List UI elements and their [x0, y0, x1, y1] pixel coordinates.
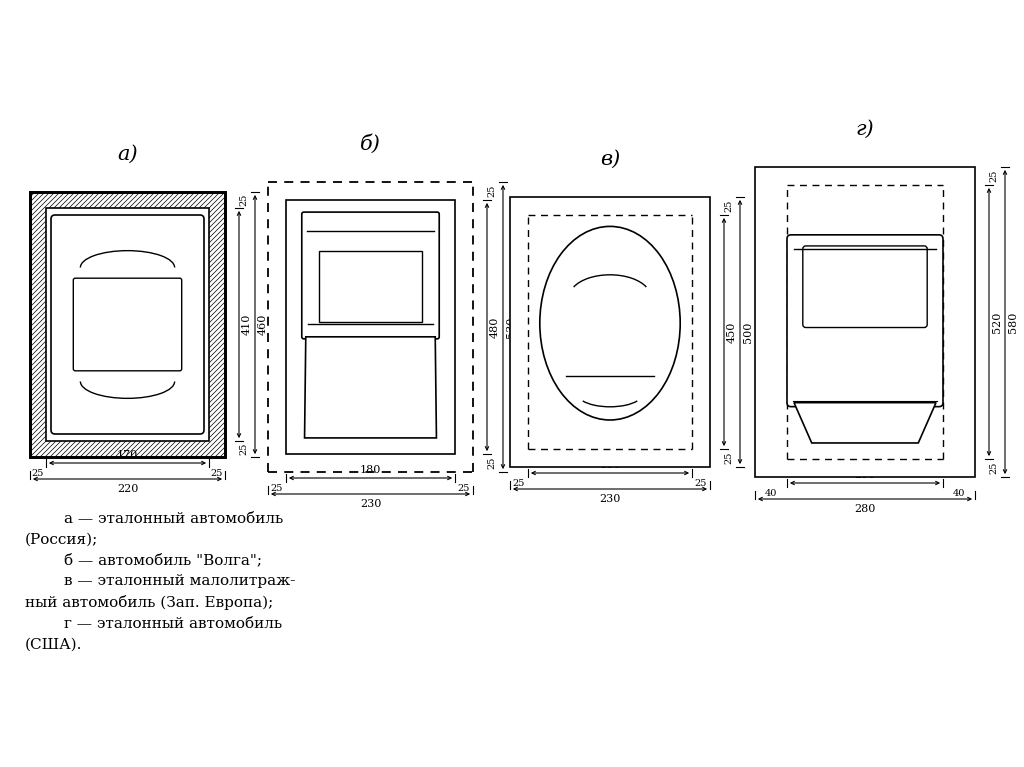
Bar: [510, 197, 710, 467]
Text: 460: 460: [258, 314, 268, 335]
Bar: [319, 252, 422, 322]
Text: 25: 25: [239, 443, 248, 455]
Text: 25: 25: [989, 170, 998, 183]
Text: 25: 25: [239, 194, 248, 206]
Text: 230: 230: [359, 499, 381, 509]
Text: 25: 25: [487, 185, 496, 197]
Text: 40: 40: [765, 489, 777, 498]
Text: г): г): [856, 120, 874, 139]
Text: 25: 25: [724, 200, 733, 212]
Polygon shape: [304, 337, 436, 438]
Text: 180: 180: [359, 465, 381, 475]
Text: 25: 25: [487, 457, 496, 469]
Text: 280: 280: [854, 504, 876, 514]
Text: 25: 25: [270, 484, 284, 493]
Text: 25: 25: [458, 484, 470, 493]
Text: 25: 25: [211, 469, 223, 478]
Text: 530: 530: [506, 316, 516, 337]
FancyBboxPatch shape: [803, 246, 927, 328]
Polygon shape: [794, 403, 936, 443]
Bar: [30, 192, 225, 457]
FancyBboxPatch shape: [51, 215, 204, 434]
Text: 25: 25: [989, 462, 998, 474]
Text: 25: 25: [513, 479, 525, 488]
Text: а): а): [117, 145, 138, 164]
Text: 170: 170: [117, 450, 138, 460]
Text: 480: 480: [490, 316, 500, 337]
Text: 520: 520: [992, 311, 1002, 333]
Text: 25: 25: [724, 452, 733, 464]
Text: а — эталонный автомобиль
(Россия);
        б — автомобиль "Волга";
        в — э: а — эталонный автомобиль (Россия); б — а…: [25, 512, 295, 651]
Text: 410: 410: [242, 314, 252, 335]
Text: 40: 40: [952, 489, 966, 498]
Text: б): б): [360, 134, 381, 154]
Text: 500: 500: [743, 321, 753, 343]
Text: 180: 180: [599, 460, 621, 470]
Text: 25: 25: [695, 479, 708, 488]
Text: 580: 580: [1008, 311, 1018, 333]
Text: 220: 220: [117, 484, 138, 494]
Bar: [46, 208, 209, 441]
Text: 25: 25: [32, 469, 44, 478]
FancyBboxPatch shape: [302, 212, 439, 339]
FancyBboxPatch shape: [74, 278, 181, 370]
Text: 200: 200: [854, 470, 876, 480]
Bar: [755, 167, 975, 477]
Bar: [286, 200, 455, 454]
Text: в): в): [600, 150, 621, 169]
Text: 450: 450: [727, 321, 737, 343]
FancyBboxPatch shape: [787, 235, 943, 407]
Ellipse shape: [540, 226, 680, 420]
Bar: [30, 192, 225, 457]
Text: 230: 230: [599, 494, 621, 504]
